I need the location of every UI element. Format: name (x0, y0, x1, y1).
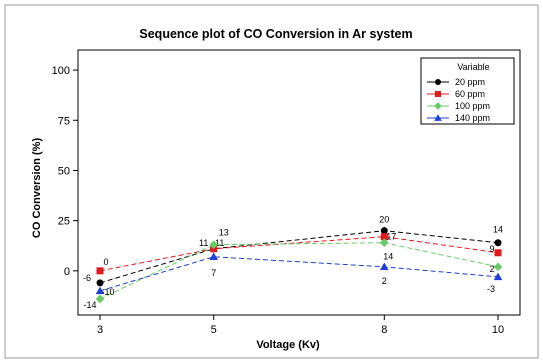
data-point (209, 240, 219, 250)
series-line (99, 242, 499, 300)
data-label: 14 (383, 252, 393, 262)
data-label: 11 (215, 238, 224, 248)
y-tick-label: 100 (52, 65, 70, 77)
legend-title: Variable (457, 62, 489, 72)
data-point (95, 294, 105, 304)
legend-label: 140 ppm (455, 113, 490, 123)
y-tick-label: 25 (58, 216, 70, 228)
chart-title: Sequence plot of CO Conversion in Ar sys… (139, 27, 412, 41)
data-point (96, 267, 104, 275)
data-point (96, 279, 104, 287)
data-label: 11 (199, 238, 208, 248)
y-tick-label: 50 (58, 165, 70, 177)
series-line (99, 256, 499, 292)
data-label: 9 (489, 244, 494, 254)
legend: Variable 20 ppm 60 ppm 100 ppm 140 ppm (420, 57, 515, 125)
data-label: 14 (493, 225, 503, 235)
series-line (99, 236, 499, 272)
x-tick-label: 3 (97, 324, 103, 336)
data-point (380, 227, 388, 235)
legend-marker (434, 102, 442, 110)
data-label: 2 (489, 264, 494, 274)
data-label: -14 (83, 300, 96, 310)
data-point (209, 252, 219, 261)
data-label: -3 (487, 284, 495, 294)
legend-marker (434, 114, 442, 121)
data-point (493, 272, 503, 281)
data-point (379, 238, 389, 248)
data-label: 2 (382, 276, 387, 286)
y-axis-label: CO Conversion (%) (31, 138, 43, 239)
legend-marker (435, 91, 441, 97)
legend-label: 20 ppm (455, 77, 485, 87)
data-point (380, 233, 388, 241)
x-tick-label: 8 (381, 324, 387, 336)
data-label: 13 (219, 228, 229, 238)
series-line (99, 230, 499, 284)
data-label: 20 (379, 215, 389, 225)
data-label: -10 (101, 287, 114, 297)
legend-label: 100 ppm (455, 101, 490, 111)
y-tick-label: 75 (58, 115, 70, 127)
data-point (95, 286, 105, 295)
data-point (379, 262, 389, 271)
y-tick-label: 0 (64, 266, 70, 278)
data-point (494, 249, 502, 257)
data-point (493, 262, 503, 272)
legend-label: 60 ppm (455, 89, 485, 99)
data-label: 0 (103, 257, 108, 267)
x-axis-label: Voltage (Kv) (256, 339, 320, 351)
data-label: -6 (83, 273, 91, 283)
data-label: 7 (211, 268, 216, 278)
data-label: 17 (386, 232, 396, 242)
legend-marker (435, 79, 441, 85)
x-tick-label: 10 (492, 324, 504, 336)
data-point (494, 239, 502, 247)
x-tick-label: 5 (211, 324, 217, 336)
